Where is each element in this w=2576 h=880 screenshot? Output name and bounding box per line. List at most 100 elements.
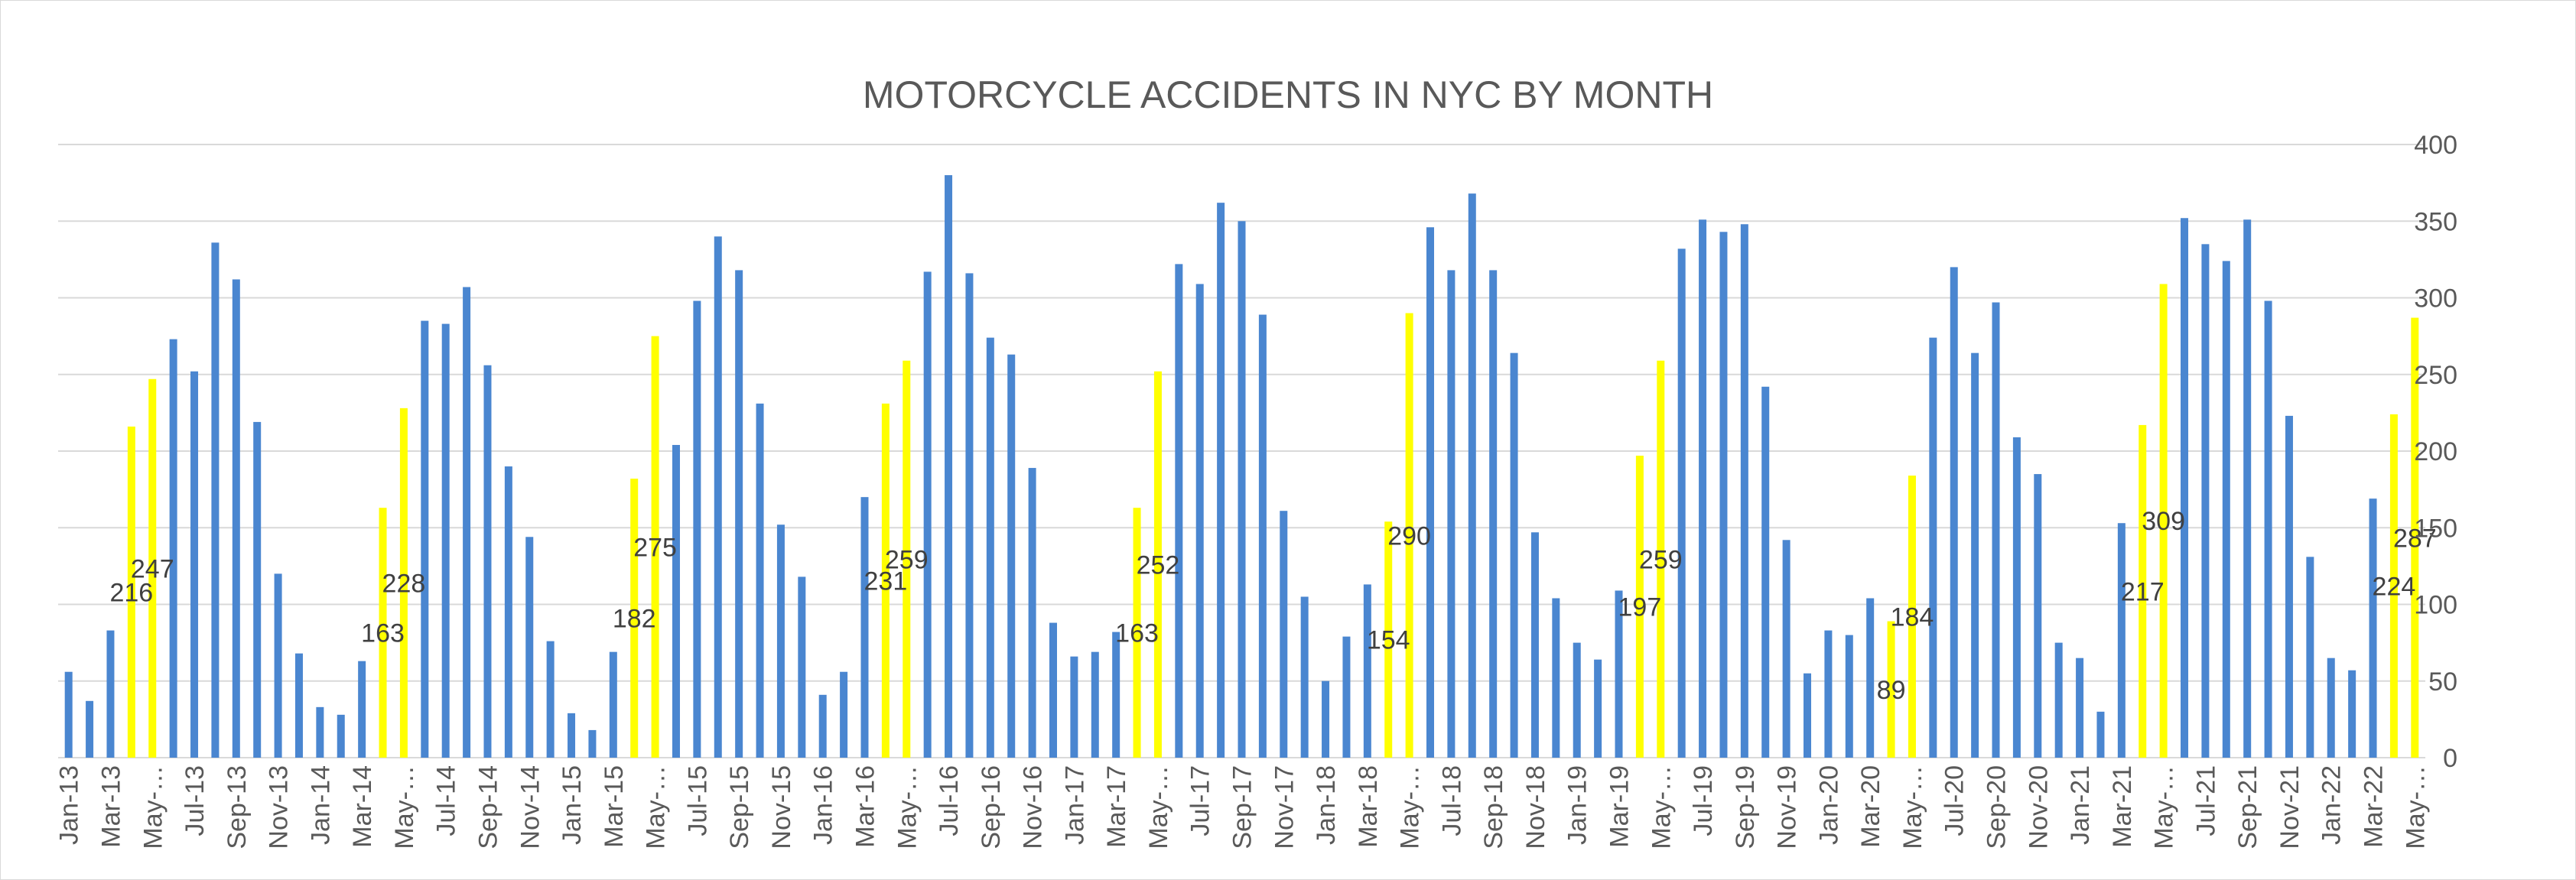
data-label: 154 — [1367, 626, 1410, 655]
x-tick-label: Sep-14 — [473, 765, 503, 849]
data-label: 231 — [864, 567, 908, 596]
bar — [525, 537, 534, 758]
x-tick-label: May-… — [2401, 765, 2430, 849]
bar — [1049, 622, 1057, 758]
y-tick-label: 250 — [2414, 361, 2457, 390]
x-tick-label: Jan-20 — [1814, 765, 1843, 845]
bar — [1887, 621, 1895, 758]
bar — [504, 466, 512, 758]
bar — [1740, 224, 1748, 758]
x-tick-label: Jan-18 — [1312, 765, 1341, 845]
bar — [1824, 630, 1833, 758]
x-tick-label: May-… — [390, 765, 419, 849]
bar — [630, 479, 639, 758]
bar — [2096, 711, 2105, 758]
y-axis-ticks: 0 50 100 150 200 250 300 350 400 — [2414, 131, 2457, 773]
x-tick-label: Mar-22 — [2360, 765, 2389, 848]
bar — [1530, 532, 1539, 758]
x-tick-label: Nov-17 — [1270, 765, 1299, 849]
bar — [1280, 511, 1288, 758]
data-label: 184 — [1891, 603, 1934, 632]
data-label: 163 — [361, 619, 405, 648]
bar — [776, 524, 785, 758]
bar — [568, 713, 576, 758]
bar — [2181, 218, 2189, 758]
bar — [1552, 598, 1560, 758]
x-tick-label: Jan-22 — [2317, 765, 2347, 845]
bar — [483, 365, 492, 758]
x-tick-label: Mar-15 — [600, 765, 629, 848]
x-tick-label: Nov-15 — [767, 765, 796, 849]
bar — [1153, 371, 1162, 758]
bar — [903, 360, 911, 758]
bar — [2411, 317, 2419, 758]
x-tick-label: Jan-17 — [1060, 765, 1089, 845]
bar — [1405, 313, 1413, 758]
bar — [1342, 636, 1351, 758]
x-tick-label: Mar-19 — [1605, 765, 1634, 848]
bar — [818, 694, 827, 758]
x-tick-label: Jan-19 — [1563, 765, 1592, 845]
x-tick-label: Jan-13 — [55, 765, 84, 845]
bar — [1133, 508, 1141, 758]
bar — [965, 273, 974, 758]
bar — [2306, 557, 2314, 758]
bar — [672, 444, 680, 758]
bar — [1845, 635, 1853, 758]
bar — [1091, 651, 1099, 758]
bar — [693, 300, 701, 758]
x-tick-label: May-… — [2150, 765, 2179, 849]
bar — [2012, 437, 2021, 758]
x-tick-label: Sep-21 — [2233, 765, 2262, 849]
data-labels: 2162471632281822752312591632521542901972… — [109, 507, 2436, 705]
bar — [2327, 658, 2335, 758]
bar — [1112, 632, 1120, 758]
bar — [232, 279, 240, 758]
bar — [2264, 300, 2272, 758]
bar — [1426, 227, 1435, 758]
bar — [609, 651, 617, 758]
x-tick-label: May-… — [1144, 765, 1173, 849]
data-label: 259 — [885, 545, 929, 574]
y-tick-label: 350 — [2414, 207, 2457, 236]
bar — [2076, 658, 2084, 758]
bar — [651, 336, 659, 758]
x-tick-label: Jan-21 — [2066, 765, 2095, 845]
bar — [1804, 673, 1812, 758]
bar — [1866, 598, 1875, 758]
bar — [337, 714, 345, 758]
data-label: 287 — [2393, 524, 2437, 553]
x-tick-label: Nov-21 — [2275, 765, 2304, 849]
bar — [86, 700, 94, 758]
x-tick-label: May-… — [893, 765, 922, 849]
bar — [1761, 386, 1770, 758]
bar — [1699, 219, 1707, 758]
data-label: 228 — [382, 569, 426, 598]
bar — [399, 408, 408, 758]
x-tick-label: Jul-15 — [683, 765, 712, 836]
bar — [714, 236, 722, 758]
bar — [2389, 414, 2398, 758]
bar — [127, 426, 135, 758]
bar — [1007, 354, 1016, 758]
bar — [106, 630, 115, 758]
x-tick-label: Sep-13 — [223, 765, 252, 849]
x-tick-label: Mar-13 — [96, 765, 125, 848]
bar — [421, 320, 429, 758]
bar — [2369, 498, 2377, 758]
data-label: 290 — [1387, 521, 1431, 550]
bar — [274, 573, 282, 758]
bar — [1258, 314, 1267, 758]
bar — [2348, 670, 2356, 758]
bar — [463, 287, 471, 758]
data-label: 247 — [131, 554, 174, 583]
x-tick-label: Jul-14 — [432, 765, 461, 836]
x-tick-label: Nov-18 — [1521, 765, 1550, 849]
data-label: 182 — [613, 605, 656, 634]
x-tick-label: Jan-14 — [306, 765, 335, 845]
bar — [1447, 270, 1456, 758]
x-tick-label: Nov-13 — [265, 765, 294, 849]
x-tick-label: Nov-14 — [516, 765, 545, 849]
bar — [1782, 540, 1791, 758]
data-label: 259 — [1639, 545, 1683, 574]
